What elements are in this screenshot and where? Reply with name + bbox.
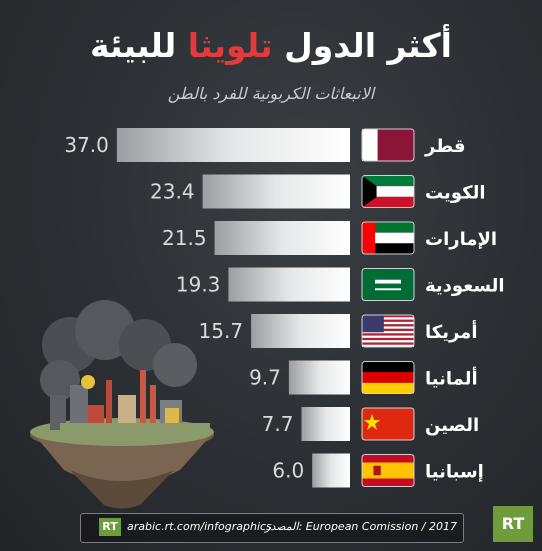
country-label-1: الكويت: [425, 183, 486, 204]
country-label-0: قطر: [424, 136, 466, 157]
spain-flag-icon: [361, 454, 415, 487]
title-part-1: أكثر الدول: [284, 26, 452, 65]
chart-title: أكثر الدول تلويثا للبيئة: [0, 26, 542, 65]
qatar-flag-icon: [361, 128, 415, 162]
kuwait-flag-icon: [361, 175, 415, 208]
country-label-4: أمريكا: [425, 320, 478, 343]
value-label-5: 9.7: [249, 366, 281, 390]
country-label-7: إسبانيا: [425, 462, 484, 483]
footer-url[interactable]: arabic.rt.com/infographics: [127, 520, 272, 533]
germany-flag-icon: [361, 361, 415, 394]
title-highlight: تلويثا: [187, 26, 273, 65]
value-label-2: 21.5: [162, 226, 207, 250]
bar-5: [288, 360, 350, 395]
bar-2: [214, 221, 350, 255]
value-label-1: 23.4: [150, 180, 195, 204]
pollution-illustration: [30, 300, 214, 509]
bar-3: [228, 267, 350, 302]
usa-flag-icon: [361, 314, 415, 348]
bar-7: [312, 453, 350, 488]
bars-group: 37.0 قطر 23.4 الكويت 21.5 الإمارات 19.3 السعودي…: [64, 128, 505, 488]
rt-logo-small: RT: [99, 518, 121, 536]
bar-4: [251, 314, 350, 348]
footer-source: المصدر: European Comission / 2017: [265, 520, 457, 533]
country-label-2: الإمارات: [425, 229, 497, 250]
uae-flag-icon: [361, 221, 415, 255]
chart-subtitle: الانبعاثات الكربونية للفرد بالطن: [167, 84, 375, 103]
bar-0: [116, 128, 351, 162]
bar-6: [301, 407, 350, 441]
rt-logo: RT: [493, 506, 533, 542]
footer-bar: RT arabic.rt.com/infographics المصدر: Eu…: [80, 513, 464, 543]
saudi-flag-icon: [361, 268, 415, 301]
value-label-0: 37.0: [64, 133, 109, 157]
bar-1: [202, 174, 350, 209]
china-flag-icon: [361, 407, 415, 441]
value-label-6: 7.7: [262, 412, 294, 436]
value-label-4: 15.7: [199, 319, 244, 343]
value-label-3: 19.3: [176, 273, 221, 297]
title-part-3: للبيئة: [89, 26, 177, 65]
value-label-7: 6.0: [272, 459, 304, 483]
country-label-5: ألمانيا: [425, 367, 478, 390]
country-label-3: السعودية: [425, 276, 505, 297]
country-label-6: الصين: [425, 415, 479, 436]
